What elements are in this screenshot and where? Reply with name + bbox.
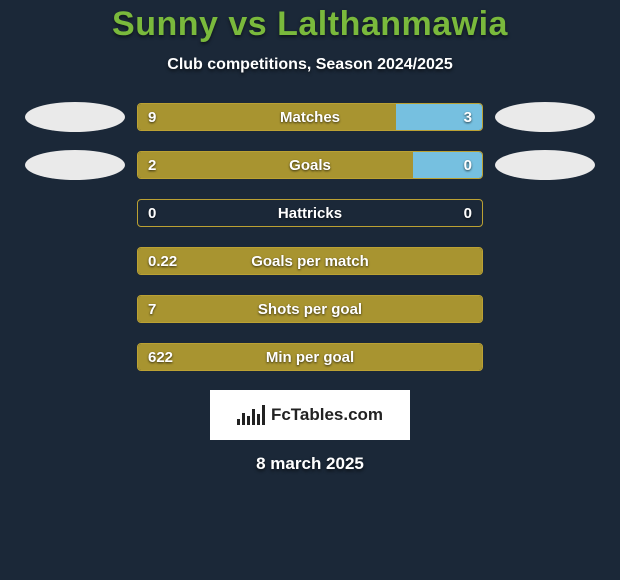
stats-list: 9Matches32Goals00Hattricks00.22Goals per… [0,102,620,372]
player-badge-right [495,150,595,180]
stat-bar: 7Shots per goal [137,295,483,323]
stat-row: 0.22Goals per match [0,246,620,276]
stat-label: Goals per match [138,248,482,274]
stat-bar: 9Matches3 [137,103,483,131]
stat-value-right: 0 [454,200,482,226]
stat-bar: 2Goals0 [137,151,483,179]
player-badge-left [25,150,125,180]
stat-row: 0Hattricks0 [0,198,620,228]
stat-row: 7Shots per goal [0,294,620,324]
brand-badge: FcTables.com [210,390,410,440]
stat-label: Goals [138,152,482,178]
player-badge-right [495,102,595,132]
stat-value-right [462,296,482,322]
stat-label: Hattricks [138,200,482,226]
stat-row: 2Goals0 [0,150,620,180]
stat-value-right [462,344,482,370]
subtitle: Club competitions, Season 2024/2025 [0,56,620,74]
stat-value-right [462,248,482,274]
stat-bar: 622Min per goal [137,343,483,371]
stat-label: Min per goal [138,344,482,370]
stat-value-right: 3 [454,104,482,130]
player-badge-left [25,102,125,132]
date-label: 8 march 2025 [0,454,620,474]
stat-bar: 0Hattricks0 [137,199,483,227]
stat-value-right: 0 [454,152,482,178]
stat-row: 9Matches3 [0,102,620,132]
stat-bar: 0.22Goals per match [137,247,483,275]
brand-text: FcTables.com [271,405,383,425]
bars-icon [237,405,265,425]
page-title: Sunny vs Lalthanmawia [0,5,620,44]
stat-label: Shots per goal [138,296,482,322]
stat-row: 622Min per goal [0,342,620,372]
stat-label: Matches [138,104,482,130]
